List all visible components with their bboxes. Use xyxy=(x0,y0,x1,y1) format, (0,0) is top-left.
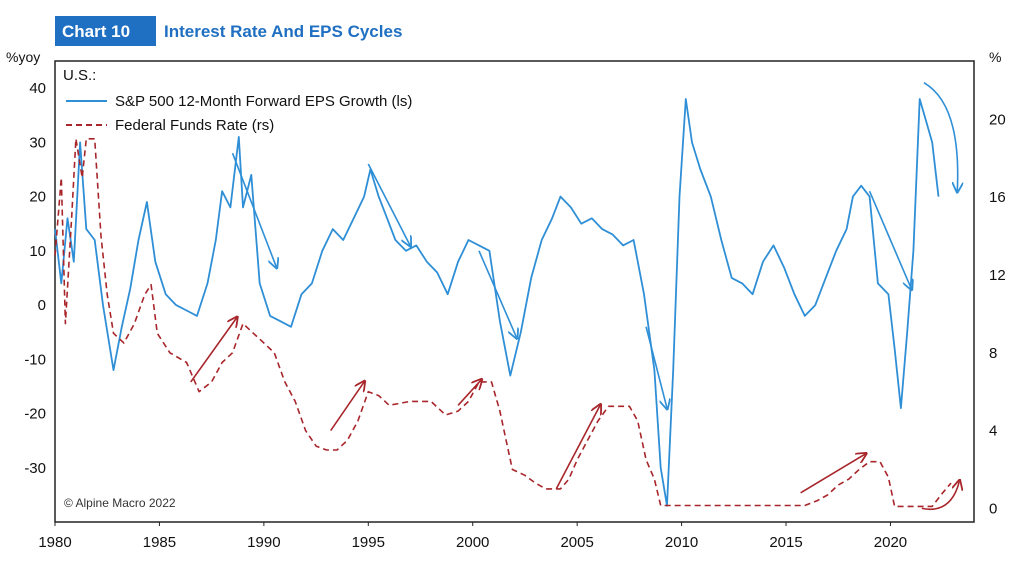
eps-annotation-arrow xyxy=(868,190,912,289)
ffr-annotation-arrow xyxy=(555,405,600,490)
eps-annotation-arrow xyxy=(367,163,410,245)
x-tick-label: 2020 xyxy=(874,534,907,551)
series-eps-growth xyxy=(54,98,940,507)
left-tick-label: -10 xyxy=(24,351,46,368)
credit-label: © Alpine Macro 2022 xyxy=(64,496,176,510)
legend-label-ffr: Federal Funds Rate (rs) xyxy=(115,117,274,134)
right-tick-label: 16 xyxy=(989,189,1006,206)
series-layer xyxy=(54,98,952,508)
left-tick-label: 20 xyxy=(29,189,46,206)
ffr-annotation-arrow xyxy=(800,454,866,494)
left-tick-label: -20 xyxy=(24,406,46,423)
left-axis-unit: %yoy xyxy=(6,49,40,65)
left-tick-label: 0 xyxy=(38,297,46,314)
left-axis-ticks: 40 30 20 10 0 -10 -20 -30 xyxy=(24,80,46,477)
region-label: U.S.: xyxy=(63,67,96,84)
right-axis-unit: % xyxy=(989,49,1001,65)
left-tick-label: 10 xyxy=(29,243,46,260)
left-tick-label: -30 xyxy=(24,460,46,477)
x-tick-label: 1995 xyxy=(352,534,385,551)
left-tick-label: 30 xyxy=(29,134,46,151)
ffr-annotation-arrow xyxy=(921,481,960,511)
legend-label-eps: S&P 500 12-Month Forward EPS Growth (ls) xyxy=(115,93,412,110)
left-tick-label: 40 xyxy=(29,80,46,97)
right-tick-label: 8 xyxy=(989,345,997,362)
eps-annotation-arrow xyxy=(478,250,517,338)
x-axis-ticks: 1980 1985 1990 1995 2000 2005 2010 2015 2020 xyxy=(38,522,907,551)
eps-annotation-arrow xyxy=(645,326,667,408)
x-tick-label: 2015 xyxy=(769,534,802,551)
ffr-annotation-arrow xyxy=(190,318,237,383)
chart-badge-bg xyxy=(55,16,156,46)
chart-badge: Chart 10 xyxy=(62,22,130,41)
ffr-annotation-arrow xyxy=(330,382,364,432)
eps-annotation-arrow xyxy=(923,82,958,191)
ffr-annotation-arrow xyxy=(457,380,481,406)
x-tick-label: 1990 xyxy=(247,534,280,551)
series-federal-funds-rate xyxy=(54,138,952,508)
annotation-layer xyxy=(190,82,960,511)
plot-frame xyxy=(54,60,975,523)
x-tick-label: 1985 xyxy=(143,534,176,551)
right-tick-label: 0 xyxy=(989,500,997,517)
x-tick-label: 2000 xyxy=(456,534,489,551)
right-tick-label: 4 xyxy=(989,423,997,440)
eps-annotation-arrow xyxy=(231,152,277,267)
x-tick-label: 1980 xyxy=(38,534,71,551)
x-tick-label: 2010 xyxy=(665,534,698,551)
x-tick-label: 2005 xyxy=(560,534,593,551)
right-tick-label: 20 xyxy=(989,111,1006,128)
right-tick-label: 12 xyxy=(989,267,1006,284)
right-axis-ticks: 20 16 12 8 4 0 xyxy=(989,111,1006,517)
chart-title: Interest Rate And EPS Cycles xyxy=(164,22,402,41)
